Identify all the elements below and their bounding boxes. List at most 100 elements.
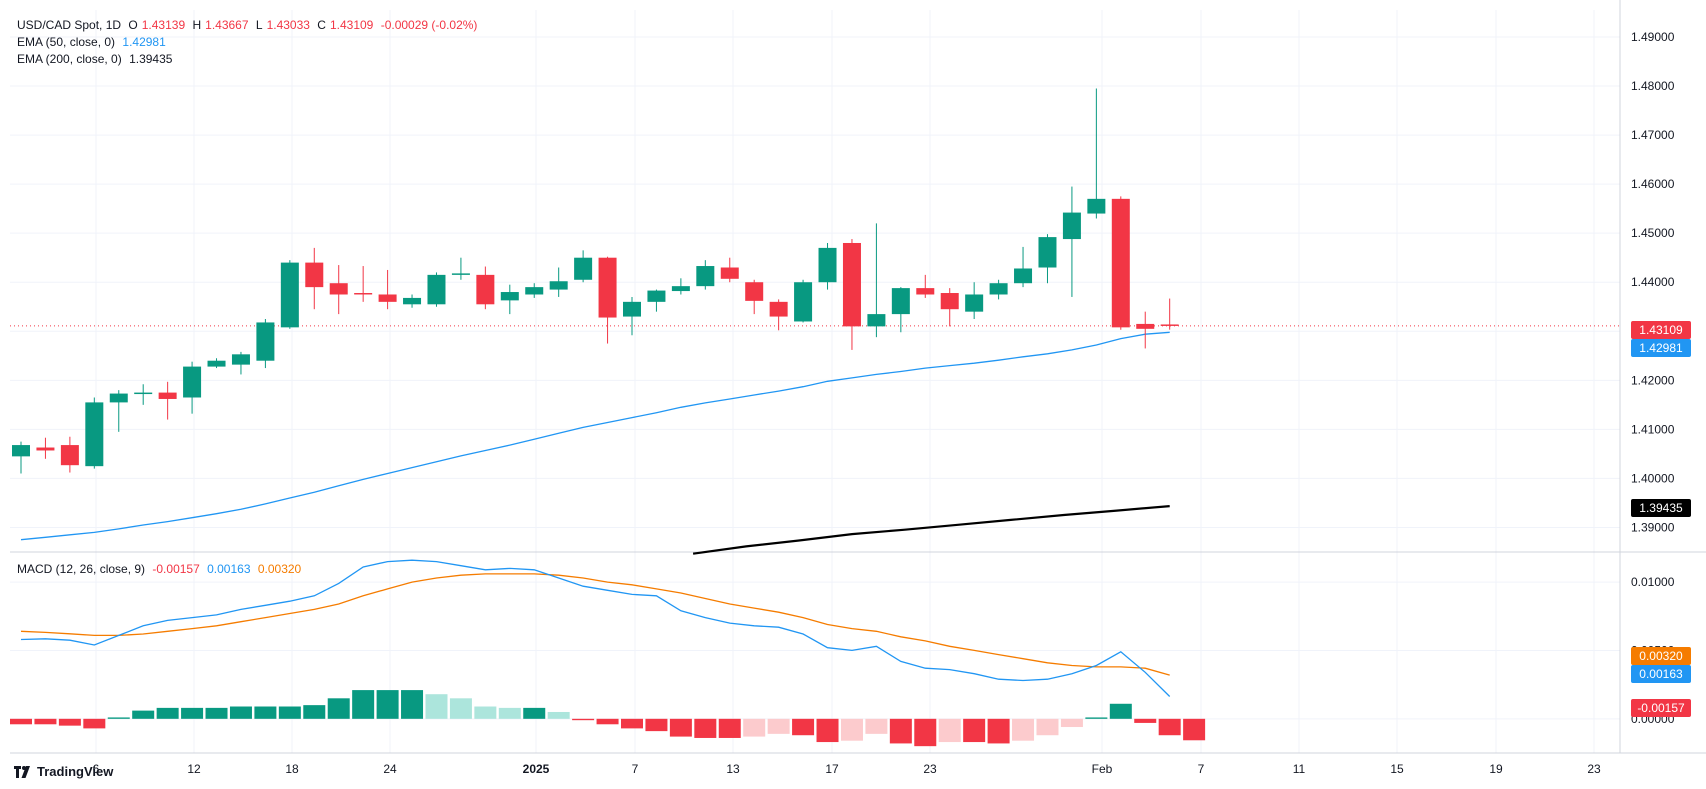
macd-histogram-bar (83, 718, 106, 729)
x-tick-label: Feb (1092, 762, 1113, 776)
macd-legend: MACD (12, 26, close, 9) -0.00157 0.00163… (17, 561, 305, 577)
candle-body (134, 392, 153, 395)
ema200-title: EMA (200, close, 0) (17, 52, 122, 66)
macd-line-legend: 0.00163 (207, 562, 251, 576)
ema50-title: EMA (50, close, 0) (17, 35, 116, 49)
macd-signal-legend: 0.00320 (257, 562, 302, 576)
candle-body (183, 366, 202, 398)
candle-body (60, 445, 79, 466)
macd-histogram-bar (58, 718, 81, 726)
ema50-price-tag: 1.42981 (1631, 339, 1691, 357)
macd-histogram-bar (1158, 718, 1181, 736)
macd-histogram-bar (889, 718, 912, 744)
candle-body (769, 301, 788, 317)
macd-histogram-bar (596, 718, 619, 725)
x-tick-label: 15 (1390, 762, 1404, 776)
candle-body (109, 393, 128, 403)
macd-histogram-bar (229, 706, 252, 719)
macd-histogram-bar (645, 718, 668, 732)
symbol-title: USD/CAD Spot, 1D (17, 18, 122, 32)
x-tick-label: 6 (93, 762, 100, 776)
macd-histogram-bar (1060, 718, 1083, 728)
y-tick-label: 1.39000 (1631, 520, 1675, 534)
macd-histogram-bar (1012, 718, 1035, 741)
macd-histogram-bar (327, 698, 350, 719)
macd-histogram-bar (914, 718, 937, 747)
macd-histogram-bar (181, 707, 204, 719)
y-tick-label: 1.44000 (1631, 275, 1675, 289)
candle-body (891, 288, 910, 315)
candle-body (525, 287, 544, 295)
y-tick-label: 1.46000 (1631, 177, 1675, 191)
y-tick-label: 1.48000 (1631, 79, 1675, 93)
macd-histogram-bar (840, 718, 863, 741)
candle-body (989, 283, 1008, 295)
candle-body (1160, 324, 1179, 326)
macd-histogram-bar (303, 705, 326, 719)
candle-body (36, 447, 55, 451)
macd-histogram-bar (34, 718, 57, 725)
candle-body (280, 262, 299, 328)
y-tick-label: 1.42000 (1631, 373, 1675, 387)
ema50-legend: EMA (50, close, 0) 1.42981 (17, 34, 170, 50)
macd-histogram-bar (376, 690, 399, 719)
candle-body (671, 286, 690, 292)
macd-histogram-bar (10, 718, 32, 725)
macd-title: MACD (12, 26, close, 9) (17, 562, 146, 576)
candle-body (354, 293, 373, 295)
macd-signal-tag: 0.00320 (1631, 647, 1691, 665)
candle-body (1087, 198, 1106, 214)
tradingview-brand[interactable]: TradingView (14, 764, 113, 779)
macd-histogram-bar (963, 718, 986, 743)
candle-body (1014, 268, 1033, 284)
candle-body (549, 281, 568, 290)
candle-body (12, 445, 30, 457)
macd-histogram-bar (107, 717, 130, 719)
macd-histogram-bar (523, 707, 546, 719)
macd-histogram-bar (498, 707, 521, 719)
candle-body (476, 274, 495, 305)
macd-line (20, 559, 1171, 697)
candle-body (598, 257, 617, 318)
change-value: -0.00029 (-0.02%) (380, 18, 478, 32)
x-tick-label: 19 (1489, 762, 1503, 776)
x-tick-label: 23 (1587, 762, 1601, 776)
y-tick-label: 1.45000 (1631, 226, 1675, 240)
candle-body (940, 293, 959, 310)
candle-body (1038, 237, 1057, 268)
ema50-value: 1.42981 (122, 35, 166, 49)
price-legend: USD/CAD Spot, 1D O 1.43139 H 1.43667 L 1.43… (17, 18, 478, 32)
candle-body (1062, 212, 1081, 240)
candle-body (818, 247, 837, 283)
macd-histogram-bar (1134, 718, 1157, 723)
candle-body (305, 262, 324, 288)
macd-hist-tag: -0.00157 (1631, 699, 1691, 717)
macd-histogram-bar (865, 718, 888, 734)
candle-body (745, 282, 764, 301)
candle-body (965, 294, 984, 312)
macd-histogram-bar (474, 706, 497, 719)
candle-body (451, 273, 470, 275)
macd-histogram-bar (621, 718, 643, 729)
x-tick-label: 12 (187, 762, 201, 776)
macd-histogram-bar (401, 690, 424, 719)
ema50-line (20, 331, 1170, 541)
candle-body (231, 354, 250, 365)
macd-histogram-bar (1183, 718, 1206, 741)
open-value: 1.43139 (141, 18, 186, 32)
macd-histogram-bar (938, 718, 961, 743)
candle-body (256, 322, 275, 361)
x-tick-label: 23 (923, 762, 937, 776)
macd-histogram-bar (1085, 717, 1108, 719)
x-tick-label: 13 (726, 762, 740, 776)
y-tick-label: 1.40000 (1631, 471, 1675, 485)
macd-histogram-bar (425, 694, 448, 719)
candle-body (207, 360, 226, 367)
candle-body (794, 282, 813, 322)
candle-body (720, 267, 739, 279)
macd-hist-legend: -0.00157 (152, 562, 200, 576)
ema200-legend: EMA (200, close, 0) 1.39435 (17, 51, 176, 67)
macd-histogram-bar (743, 718, 766, 737)
macd-histogram-bar (718, 718, 741, 738)
